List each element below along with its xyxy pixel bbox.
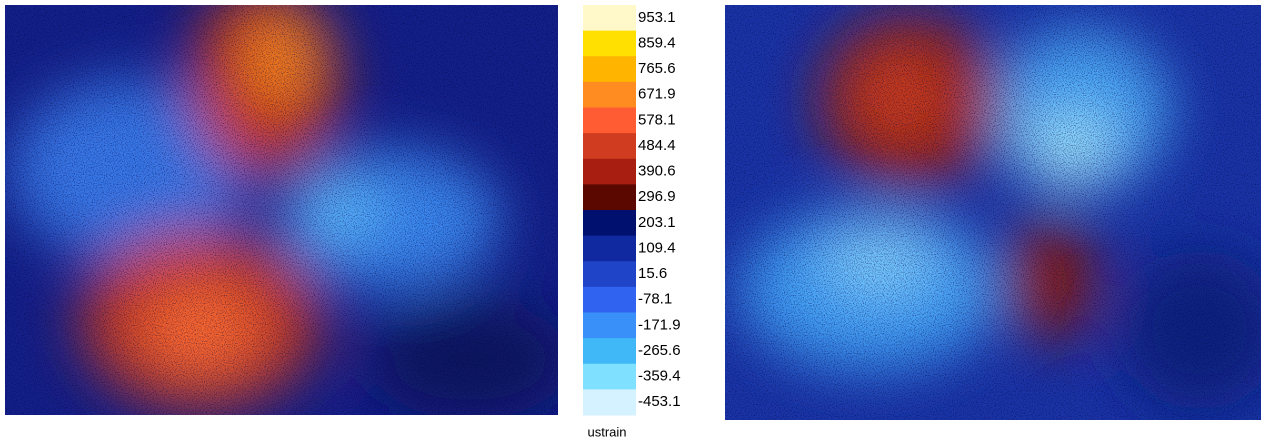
colorbar-swatch [583, 235, 636, 262]
colorbar-swatch [583, 261, 636, 288]
colorbar: 953.1 859.4 765.6 671.9 578.1 484.4 390.6 296.9… [583, 5, 681, 416]
colorbar-swatch [583, 81, 636, 108]
colorbar-label: 859.4 [638, 34, 676, 51]
colorbar-swatch [583, 107, 636, 134]
strain-map-left [5, 5, 558, 415]
colorbar-label: -171.9 [638, 316, 681, 333]
colorbar-unit: ustrain [587, 424, 626, 439]
colorbar-swatch [583, 30, 636, 57]
colorbar-label: 203.1 [638, 214, 676, 231]
colorbar-label: -78.1 [638, 291, 672, 308]
colorbar-label: -265.6 [638, 342, 681, 359]
colorbar-swatch [583, 286, 636, 313]
colorbar-swatch [583, 363, 636, 390]
colorbar-swatch [583, 56, 636, 83]
colorbar-label: 15.6 [638, 265, 667, 282]
colorbar-label: 109.4 [638, 239, 676, 256]
colorbar-swatch [583, 5, 636, 32]
colorbar-swatch [583, 210, 636, 237]
colorbar-label: 953.1 [638, 9, 676, 26]
colorbar-label: 578.1 [638, 111, 676, 128]
colorbar-label: 671.9 [638, 86, 676, 103]
colorbar-swatch [583, 312, 636, 339]
colorbar-label: 765.6 [638, 60, 676, 77]
colorbar-swatch [583, 133, 636, 160]
colorbar-swatch [583, 338, 636, 365]
strain-map-right [725, 5, 1261, 420]
colorbar-label: 484.4 [638, 137, 676, 154]
colorbar-label: 390.6 [638, 163, 676, 180]
colorbar-label: -359.4 [638, 368, 681, 385]
colorbar-label: 296.9 [638, 188, 676, 205]
colorbar-swatch [583, 389, 636, 416]
colorbar-swatch [583, 158, 636, 185]
colorbar-label: -453.1 [638, 393, 681, 410]
colorbar-swatch [583, 184, 636, 211]
